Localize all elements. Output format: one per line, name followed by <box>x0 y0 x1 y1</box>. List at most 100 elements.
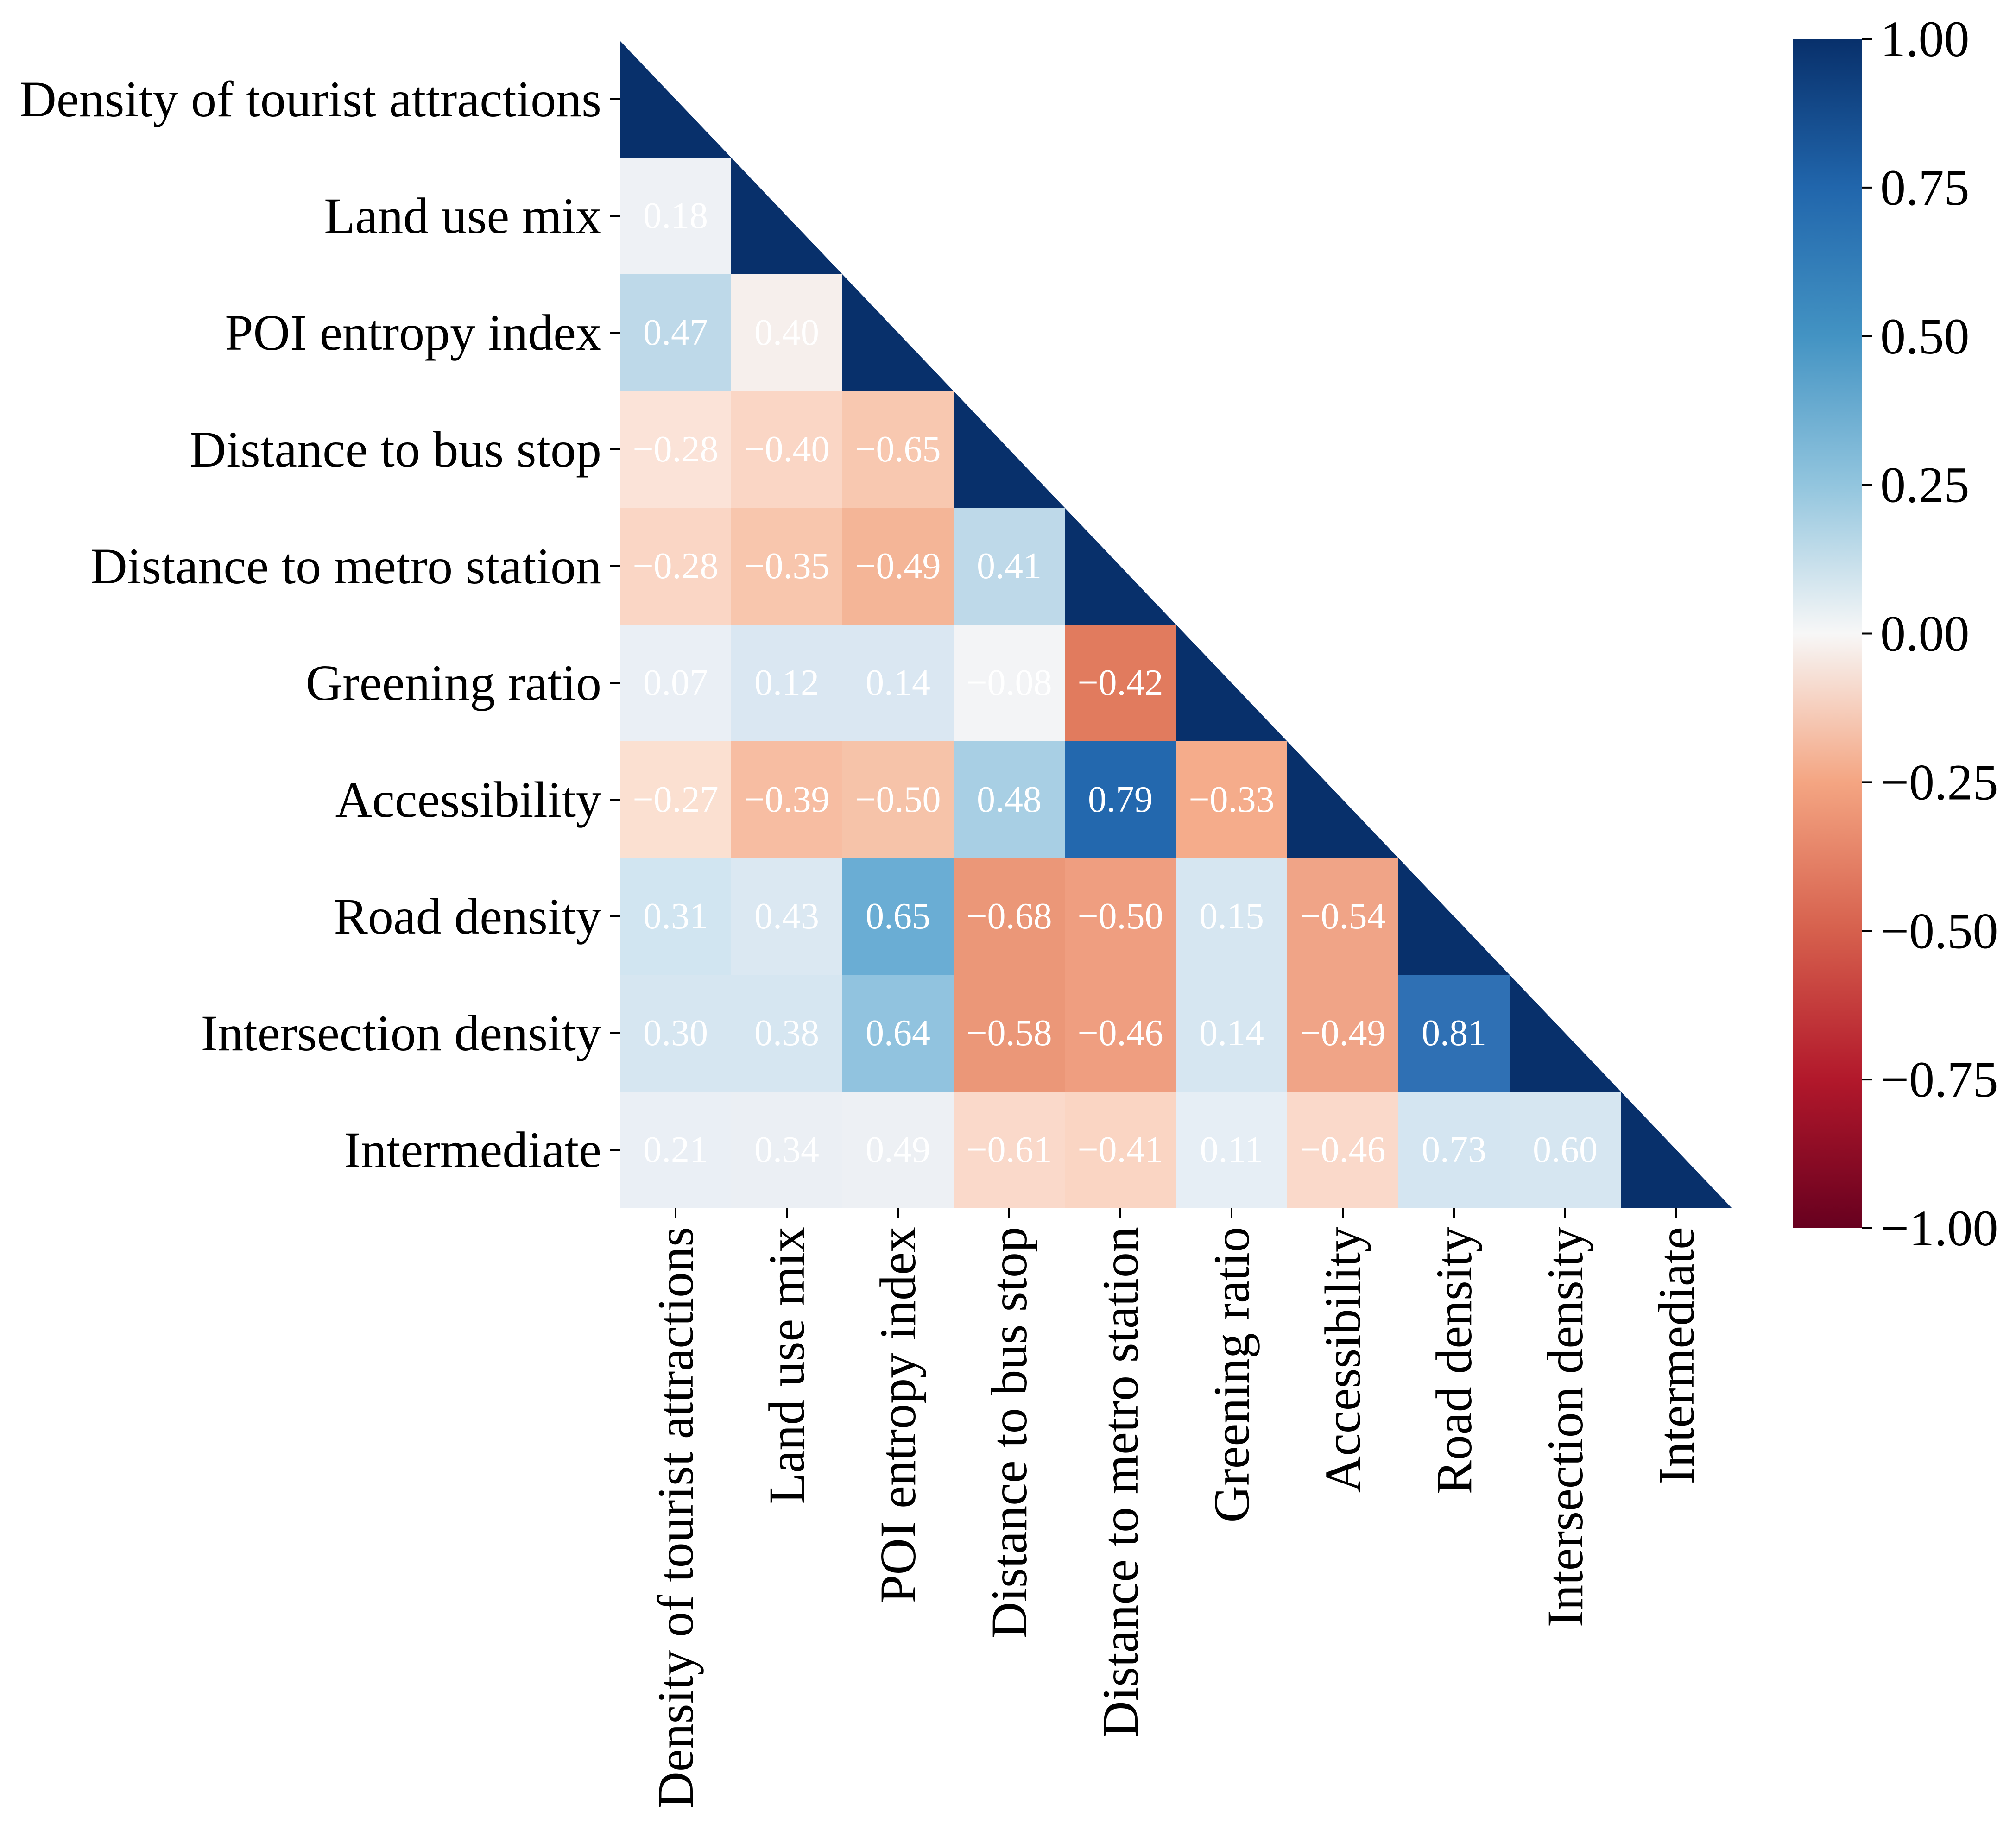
cell-3-1 <box>731 391 842 508</box>
cell-label-6-0: −0.27 <box>632 779 718 820</box>
cell-9-6 <box>1287 1092 1398 1208</box>
diagonal-cell-2 <box>842 274 954 391</box>
diagonal-cell-7 <box>1398 858 1510 975</box>
column-labels: Density of tourist attractions Land use m… <box>647 1208 1705 1809</box>
cell-label-2-0: 0.47 <box>643 312 708 353</box>
cell-label-6-1: −0.39 <box>744 779 829 820</box>
cell-label-8-1: 0.38 <box>754 1013 819 1054</box>
cell-label-7-6: −0.54 <box>1300 896 1385 937</box>
colorbar-tick-label-7: −0.75 <box>1880 1051 1998 1108</box>
cell-8-7 <box>1398 975 1510 1092</box>
cell-label-7-5: 0.15 <box>1199 896 1264 937</box>
cell-label-4-0: −0.28 <box>632 546 718 587</box>
cell-label-6-5: −0.33 <box>1188 779 1274 820</box>
cell-label-3-0: −0.28 <box>632 429 718 470</box>
cell-label-1-0: 0.18 <box>643 196 708 236</box>
cell-9-3 <box>954 1092 1065 1208</box>
cell-5-0 <box>620 625 731 741</box>
cell-8-4 <box>1065 975 1176 1092</box>
cell-4-1 <box>731 508 842 625</box>
row-label-4: Distance to metro station <box>90 538 601 594</box>
cell-label-9-3: −0.61 <box>966 1129 1052 1170</box>
cell-label-9-8: 0.60 <box>1533 1129 1598 1170</box>
cell-8-6 <box>1287 975 1398 1092</box>
cell-7-3 <box>954 858 1065 975</box>
cell-label-9-4: −0.41 <box>1077 1129 1163 1170</box>
col-label-0: Density of tourist attractions <box>647 1227 704 1809</box>
cell-6-1 <box>731 741 842 858</box>
row-label-1: Land use mix <box>324 188 601 244</box>
cell-3-2 <box>842 391 954 508</box>
cell-7-1 <box>731 858 842 975</box>
row-label-0: Density of tourist attractions <box>19 71 601 127</box>
row-labels: Density of tourist attractions Land use m… <box>19 71 620 1178</box>
diagonal-cell-9 <box>1621 1092 1732 1208</box>
row-label-5: Greening ratio <box>306 655 601 711</box>
cell-label-6-2: −0.50 <box>855 779 941 820</box>
cell-label-7-3: −0.68 <box>966 896 1052 937</box>
colorbar-tick-label-4: 0.00 <box>1880 606 1970 662</box>
cell-9-8 <box>1510 1092 1621 1208</box>
col-label-3: Distance to bus stop <box>981 1227 1037 1639</box>
cell-label-7-1: 0.43 <box>754 896 819 937</box>
cell-9-0 <box>620 1092 731 1208</box>
cell-5-2 <box>842 625 954 741</box>
cell-label-5-1: 0.12 <box>754 662 819 703</box>
cell-label-8-6: −0.49 <box>1300 1013 1385 1054</box>
cell-7-0 <box>620 858 731 975</box>
cell-label-7-0: 0.31 <box>643 896 708 937</box>
cell-label-8-5: 0.14 <box>1199 1013 1264 1054</box>
cell-label-5-4: −0.42 <box>1077 662 1163 703</box>
cell-1-0 <box>620 158 731 274</box>
cell-label-4-1: −0.35 <box>744 546 829 587</box>
cell-5-1 <box>731 625 842 741</box>
colorbar-tick-label-6: −0.50 <box>1880 902 1998 959</box>
diagonal-cell-8 <box>1510 975 1621 1092</box>
cell-label-9-6: −0.46 <box>1300 1129 1385 1170</box>
cell-5-4 <box>1065 625 1176 741</box>
cell-label-6-3: 0.48 <box>977 779 1042 820</box>
colorbar-tick-label-0: 1.00 <box>1880 11 1970 67</box>
cell-7-2 <box>842 858 954 975</box>
cell-4-2 <box>842 508 954 625</box>
cell-6-4 <box>1065 741 1176 858</box>
cell-8-1 <box>731 975 842 1092</box>
row-label-6: Accessibility <box>335 771 601 828</box>
row-label-9: Intermediate <box>344 1122 601 1178</box>
cell-label-5-3: −0.08 <box>966 662 1052 703</box>
cell-label-5-0: 0.07 <box>643 662 708 703</box>
cell-6-3 <box>954 741 1065 858</box>
colorbar-tick-label-2: 0.50 <box>1880 308 1970 365</box>
col-label-5: Greening ratio <box>1203 1227 1260 1522</box>
cell-7-6 <box>1287 858 1398 975</box>
cell-7-5 <box>1176 858 1287 975</box>
cell-label-4-2: −0.49 <box>855 546 941 587</box>
cell-label-2-1: 0.40 <box>754 312 819 353</box>
col-label-1: Land use mix <box>758 1227 815 1504</box>
colorbar-tick-label-3: 0.25 <box>1880 457 1970 513</box>
row-label-8: Intersection density <box>201 1005 601 1061</box>
cell-label-9-5: 0.11 <box>1200 1129 1263 1170</box>
cell-8-3 <box>954 975 1065 1092</box>
cell-2-0 <box>620 274 731 391</box>
heatmap-cells: 0.18 0.47 0.40 −0.28 −0.40 −0.65 −0.28 −0.35 −0.… <box>620 41 1732 1208</box>
cell-4-3 <box>954 508 1065 625</box>
cell-label-9-2: 0.49 <box>866 1129 930 1170</box>
col-label-6: Accessibility <box>1315 1227 1371 1493</box>
cell-label-4-3: 0.41 <box>977 546 1042 587</box>
cell-6-5 <box>1176 741 1287 858</box>
cell-label-7-2: 0.65 <box>866 896 930 937</box>
cell-7-4 <box>1065 858 1176 975</box>
col-label-2: POI entropy index <box>870 1227 926 1603</box>
row-label-7: Road density <box>334 888 601 945</box>
cell-9-4 <box>1065 1092 1176 1208</box>
cell-9-5 <box>1176 1092 1287 1208</box>
diagonal-cell-5 <box>1176 625 1287 741</box>
colorbar: 1.00 0.75 0.50 0.25 0.00 −0.25 −0.50 −0.75 −1.00 <box>1793 11 1998 1256</box>
cell-2-1 <box>731 274 842 391</box>
cell-9-2 <box>842 1092 954 1208</box>
cell-3-0 <box>620 391 731 508</box>
cell-label-8-7: 0.81 <box>1422 1013 1486 1054</box>
cell-label-6-4: 0.79 <box>1088 779 1153 820</box>
